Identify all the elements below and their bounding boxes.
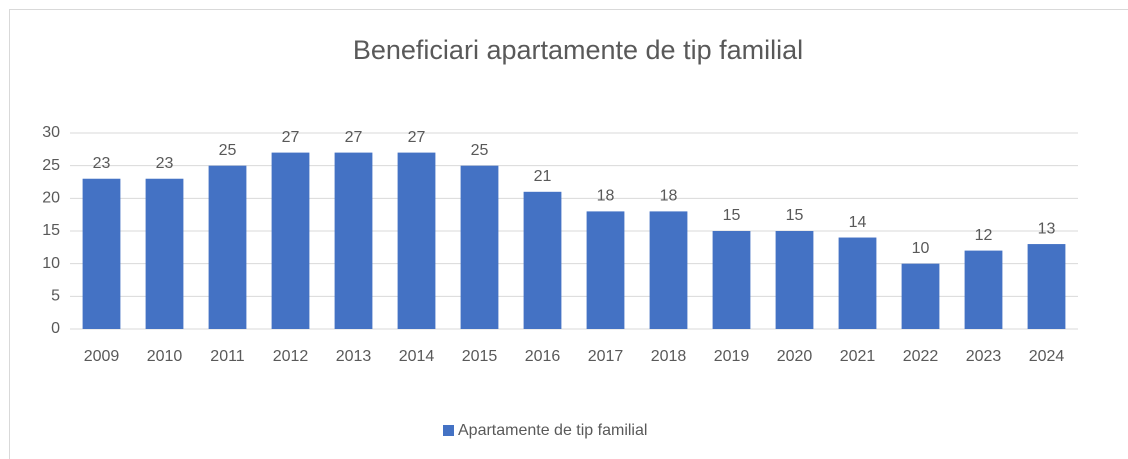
data-label: 13 [1038,220,1056,237]
y-tick-label: 10 [42,255,60,272]
y-tick-label: 0 [51,320,60,337]
data-label: 14 [849,214,867,231]
data-label: 21 [534,168,552,185]
data-label: 18 [597,188,615,205]
data-label: 25 [471,142,489,159]
bar [964,250,1003,329]
bar [460,165,499,329]
x-tick-label: 2021 [840,348,876,365]
x-tick-label: 2016 [525,348,561,365]
bar [271,152,310,329]
x-tick-label: 2010 [147,348,183,365]
x-tick-label: 2014 [399,348,435,365]
x-tick-label: 2011 [210,348,245,365]
bar [838,237,877,329]
x-tick-label: 2020 [777,348,813,365]
x-tick-label: 2012 [273,348,309,365]
y-tick-label: 15 [42,222,60,239]
data-label: 12 [975,227,993,244]
data-label: 27 [408,129,426,146]
data-label: 23 [156,155,174,172]
data-label: 15 [786,207,804,224]
bar [208,165,247,329]
y-tick-label: 20 [42,190,60,207]
legend-swatch [443,425,454,436]
data-label: 25 [219,142,237,159]
x-tick-label: 2022 [903,348,939,365]
bar [334,152,373,329]
y-tick-label: 5 [51,288,60,305]
bar [397,152,436,329]
bar [145,178,184,329]
x-tick-label: 2013 [336,348,372,365]
x-tick-label: 2015 [462,348,498,365]
bar [775,231,814,329]
bar [1027,244,1066,329]
data-label: 27 [282,129,300,146]
x-tick-label: 2024 [1029,348,1065,365]
data-label: 15 [723,207,741,224]
x-tick-label: 2009 [84,348,120,365]
x-tick-label: 2023 [966,348,1002,365]
bar [82,178,121,329]
bar [586,211,625,329]
data-label: 10 [912,240,930,257]
x-tick-label: 2018 [651,348,687,365]
data-label: 23 [93,155,111,172]
legend-label: Apartamente de tip familial [458,422,647,439]
data-label: 27 [345,129,363,146]
bar [523,191,562,329]
y-tick-label: 30 [42,124,60,141]
y-tick-label: 25 [42,157,60,174]
bar [901,263,940,329]
x-tick-label: 2017 [588,348,624,365]
bar [649,211,688,329]
bar [712,231,751,329]
chart-title: Beneficiari apartamente de tip familial [353,35,803,65]
x-tick-label: 2019 [714,348,750,365]
data-label: 18 [660,188,678,205]
chart-border [9,9,1128,459]
